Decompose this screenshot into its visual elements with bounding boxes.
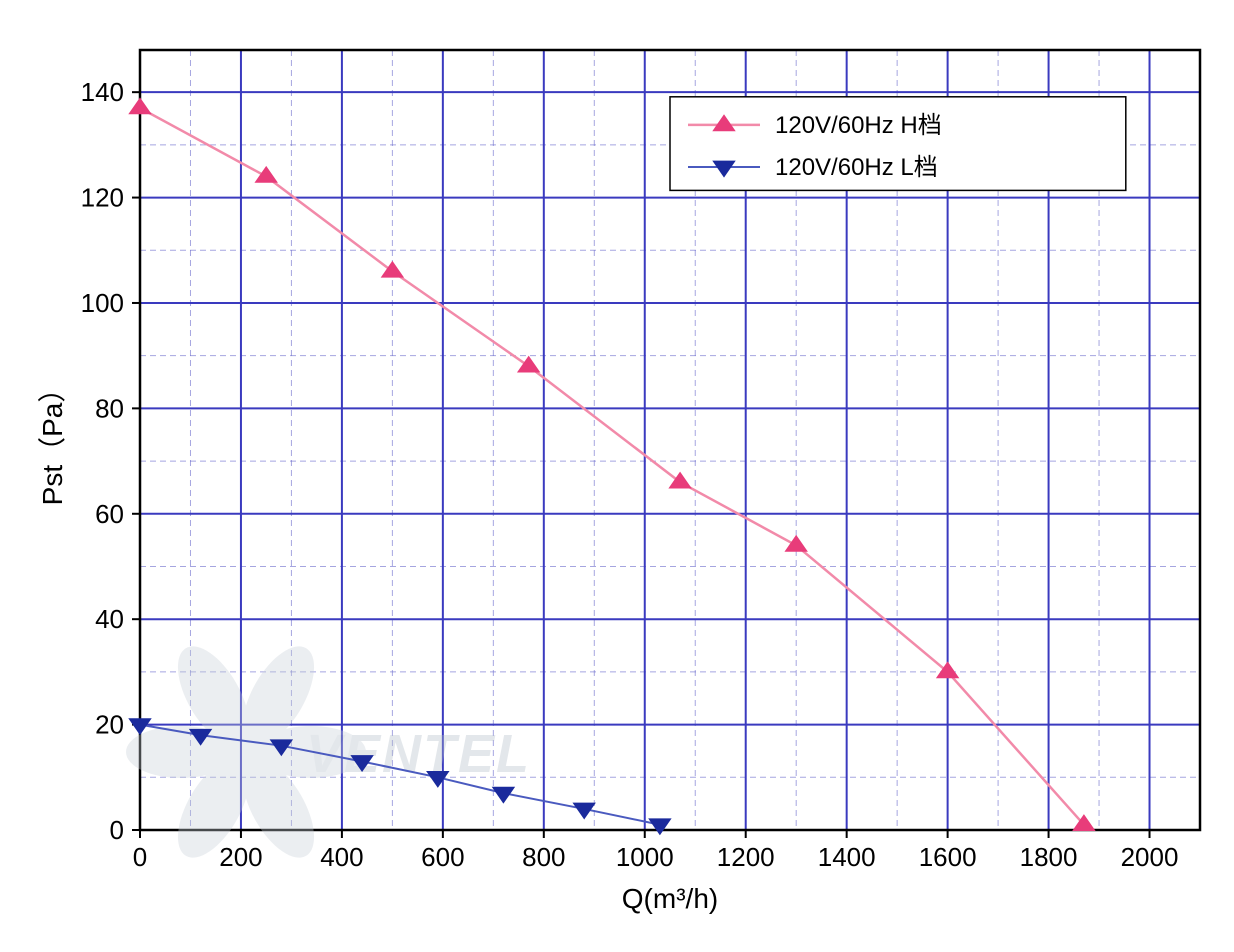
x-tick-label: 1200 [717,842,775,872]
legend-label: 120V/60Hz H档 [775,112,942,139]
y-axis-label: Pst（Pa） [37,375,68,506]
y-tick-label: 20 [95,710,124,740]
y-tick-label: 120 [81,183,124,213]
y-tick-label: 0 [110,815,124,845]
x-axis-label: Q(m³/h) [622,883,718,914]
x-tick-label: 1800 [1020,842,1078,872]
y-tick-label: 100 [81,288,124,318]
x-tick-label: 1600 [919,842,977,872]
x-tick-label: 400 [320,842,363,872]
legend-label: 120V/60Hz L档 [775,154,938,181]
x-tick-label: 800 [522,842,565,872]
x-tick-label: 1400 [818,842,876,872]
x-tick-label: 200 [219,842,262,872]
fan-performance-chart: 0 200 400 600 800 1000 1200 1400 1600 1800 2000 0 20… [20,20,1234,932]
x-tick-label: 1000 [616,842,674,872]
x-tick-label: 2000 [1121,842,1179,872]
x-tick-label: 600 [421,842,464,872]
y-tick-label: 140 [81,77,124,107]
y-tick-label: 80 [95,393,124,423]
legend: 120V/60Hz H档 120V/60Hz L档 [670,97,1126,191]
y-tick-label: 40 [95,604,124,634]
y-tick-label: 60 [95,499,124,529]
x-tick-label: 0 [133,842,147,872]
